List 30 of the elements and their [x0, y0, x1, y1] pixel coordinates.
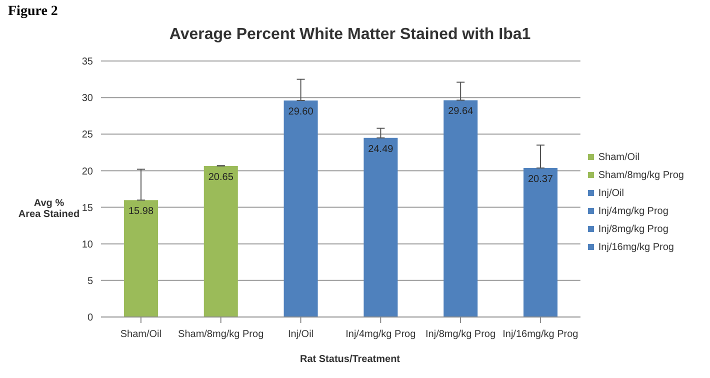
x-tick-label: Inj/4mg/kg Prog	[346, 329, 416, 340]
legend-label: Sham/Oil	[598, 152, 640, 163]
caption: Figure 2	[8, 4, 58, 20]
y-tick-label: 25	[82, 130, 94, 141]
data-label: 24.49	[368, 144, 394, 155]
y-tick-label: 10	[82, 239, 94, 250]
legend-label: Inj/4mg/kg Prog	[598, 206, 668, 217]
y-tick-label: 15	[82, 202, 94, 214]
y-tick-label: 30	[82, 93, 94, 104]
y-tick-label: 20	[82, 166, 94, 178]
chart-title: Average Percent White Matter Stained with Iba1	[168, 26, 532, 44]
data-label: 15.98	[128, 206, 154, 218]
data-label: 20.65	[208, 172, 234, 183]
data-label: 20.37	[528, 174, 554, 186]
x-tick-label: Inj/8mg/kg Prog	[426, 329, 496, 340]
x-tick-label: Inj/Oil	[288, 329, 314, 340]
legend-label: Inj/Oil	[598, 188, 624, 199]
y-axis-title: Avg % Area Stained	[18, 198, 80, 220]
x-tick-label: Sham/8mg/kg Prog	[178, 329, 264, 340]
legend-label: Inj/8mg/kg Prog	[598, 224, 668, 235]
data-label: 29.64	[448, 106, 474, 118]
x-tick-label: Inj/16mg/kg Prog	[502, 329, 578, 340]
legend-label: Sham/8mg/kg Prog	[598, 170, 684, 181]
legend-label: Inj/16mg/kg Prog	[598, 242, 674, 253]
x-axis-title: Rat Status/Treatment	[298, 354, 402, 365]
data-label: 29.60	[288, 106, 314, 118]
y-tick-label: 35	[82, 56, 94, 68]
x-tick-label: Sham/Oil	[120, 329, 162, 340]
y-tick-label: 0	[87, 312, 94, 324]
y-tick-label: 5	[87, 276, 94, 287]
